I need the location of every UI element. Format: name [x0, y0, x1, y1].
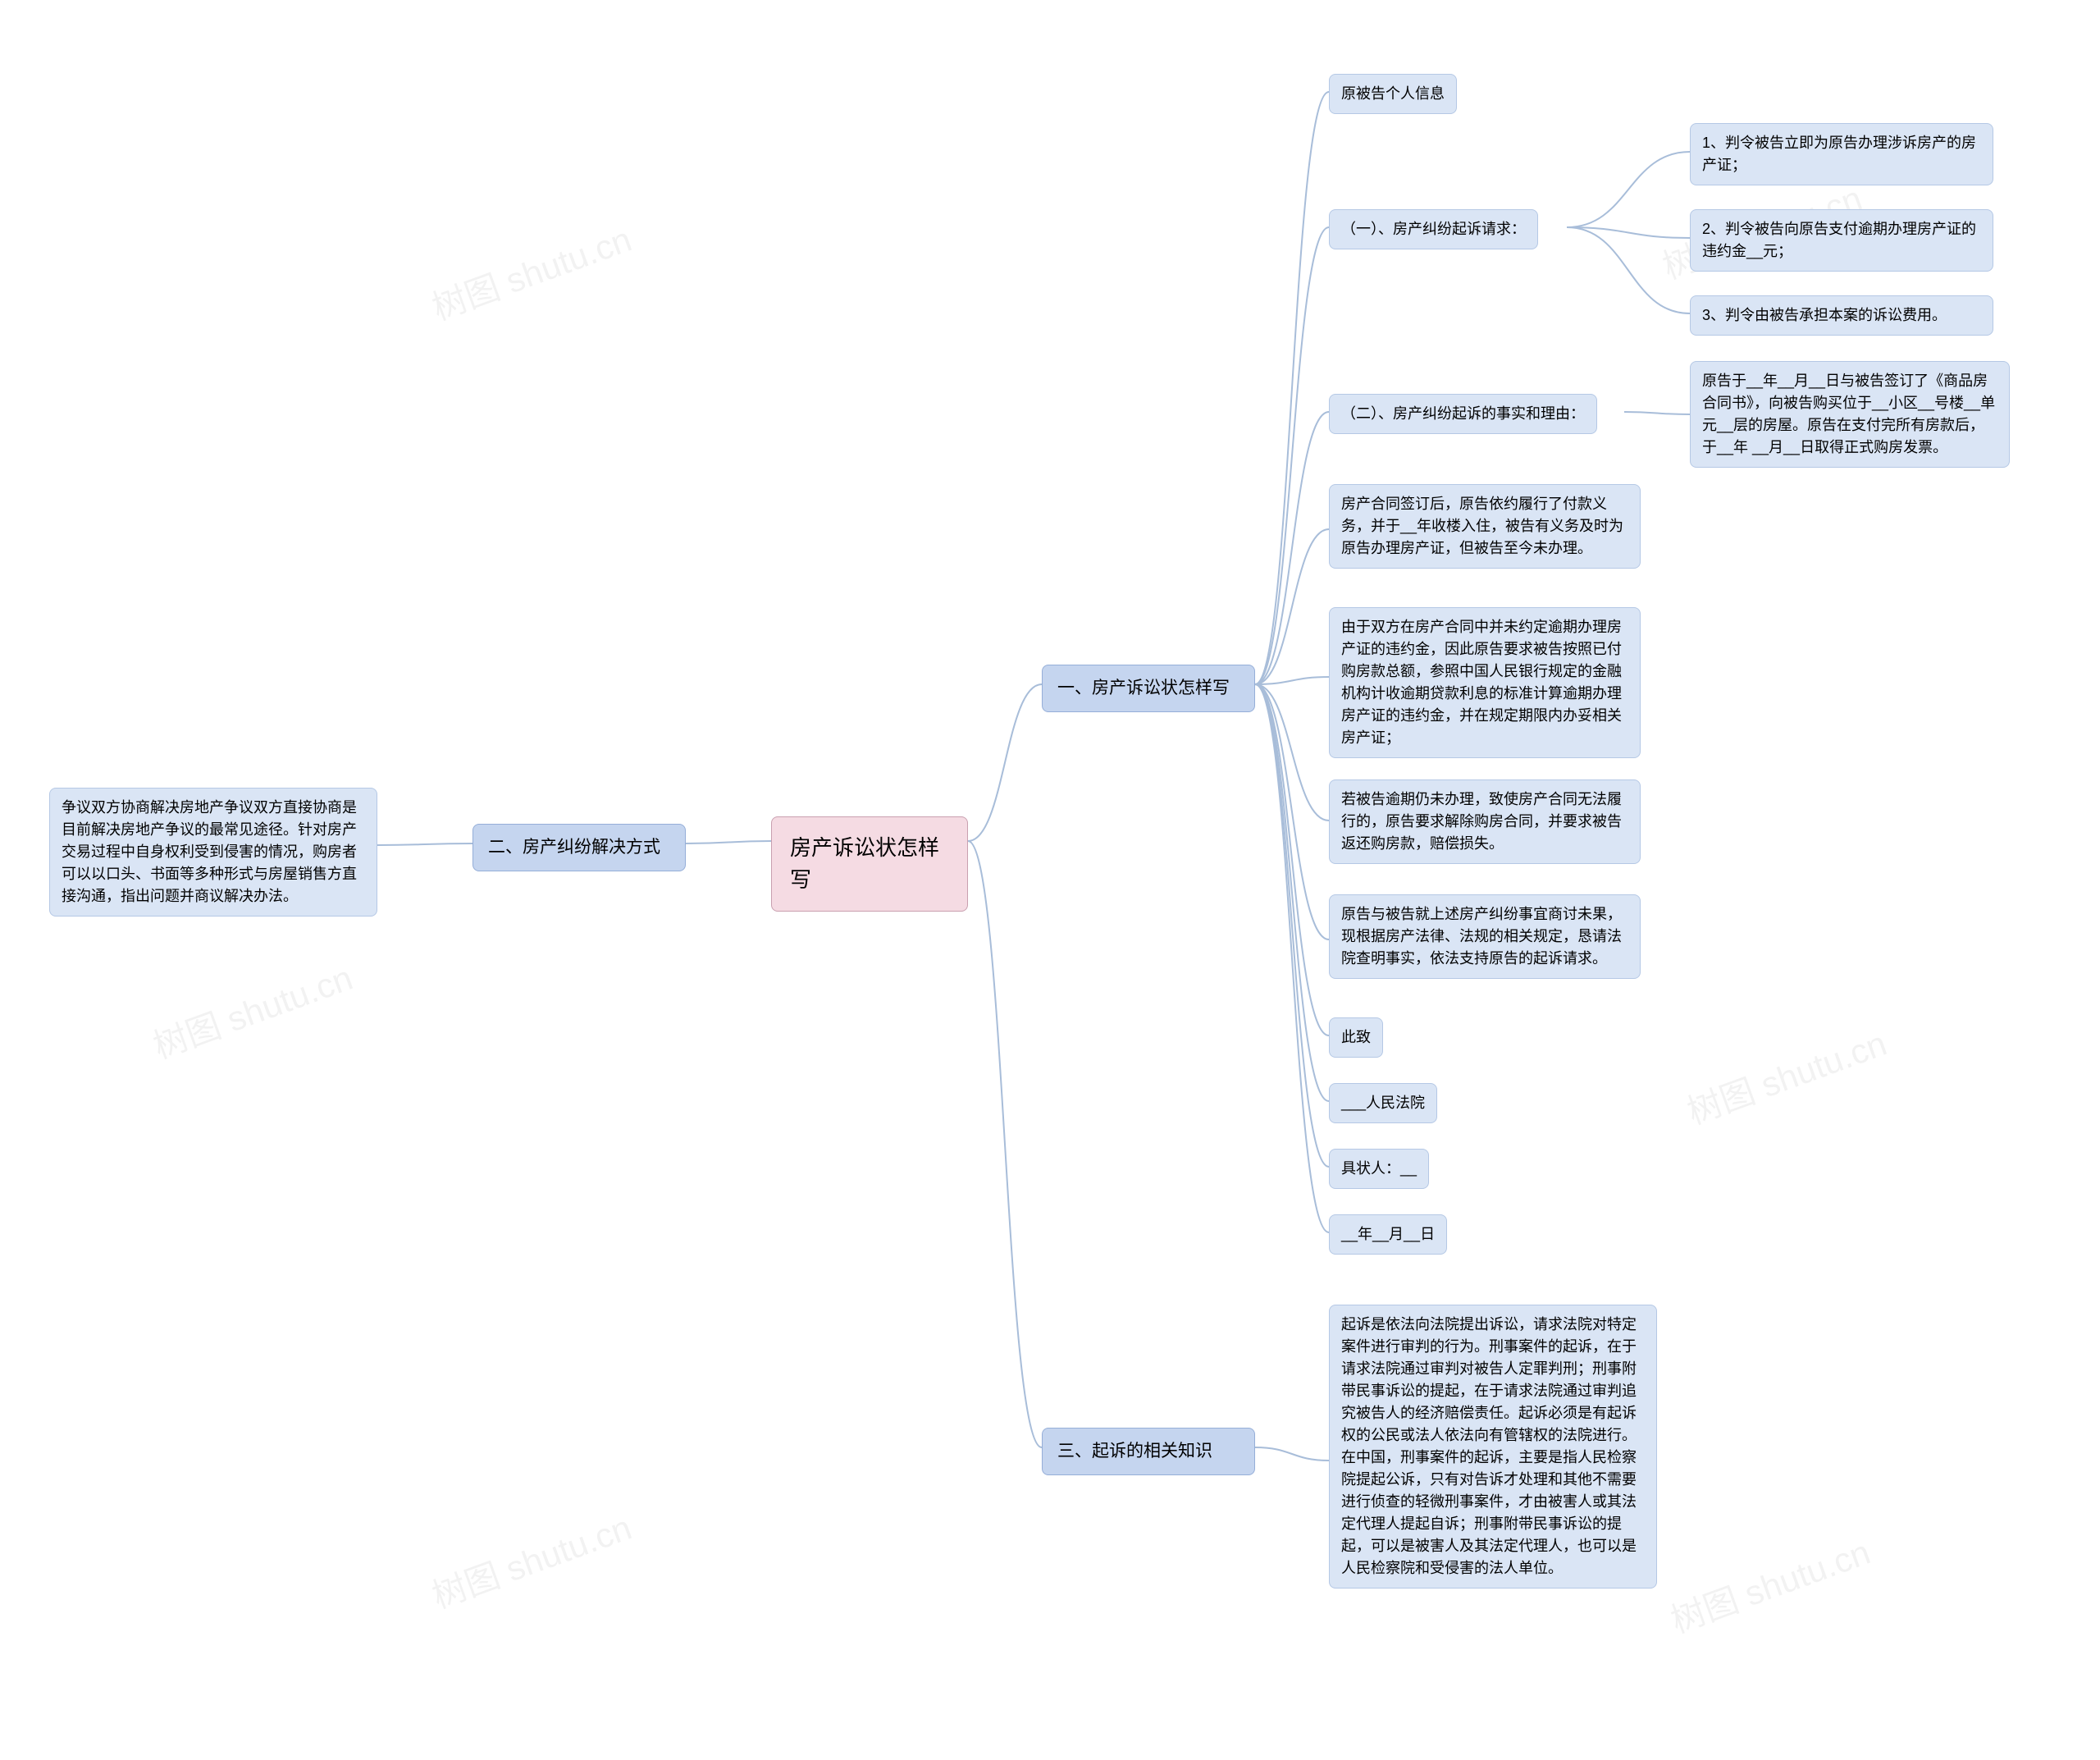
leaf-d3[interactable]: 3、判令由被告承担本案的诉讼费用。: [1690, 295, 1993, 336]
leaf-d2[interactable]: 2、判令被告向原告支付逾期办理房产证的违约金__元；: [1690, 209, 1993, 272]
leaf-c4-label: 房产合同签订后，原告依约履行了付款义务，并于__年收楼入住，被告有义务及时为原告…: [1341, 493, 1628, 560]
leaf-c10-label: 具状人：__: [1341, 1158, 1417, 1180]
leaf-c2[interactable]: （一）、房产纠纷起诉请求：: [1329, 209, 1538, 249]
leaf-d3-label: 3、判令由被告承担本案的诉讼费用。: [1702, 304, 1947, 327]
watermark: 树图 shutu.cn: [424, 212, 637, 330]
leaf-c9[interactable]: ___人民法院: [1329, 1083, 1437, 1123]
branch-2-label: 二、房产纠纷解决方式: [488, 834, 660, 861]
watermark: 树图 shutu.cn: [1679, 1016, 1892, 1134]
leaf-c4[interactable]: 房产合同签订后，原告依约履行了付款义务，并于__年收楼入住，被告有义务及时为原告…: [1329, 484, 1641, 569]
leaf-c8-label: 此致: [1341, 1026, 1371, 1049]
leaf-c1-label: 原被告个人信息: [1341, 83, 1445, 105]
leaf-c9-label: ___人民法院: [1341, 1092, 1425, 1114]
leaf-e1[interactable]: 原告于__年__月__日与被告签订了《商品房合同书》，向被告购买位于__小区__…: [1690, 361, 2010, 468]
leaf-c3[interactable]: （二）、房产纠纷起诉的事实和理由：: [1329, 394, 1597, 434]
leaf-c5[interactable]: 由于双方在房产合同中并未约定逾期办理房产证的违约金，因此原告要求被告按照已付购房…: [1329, 607, 1641, 758]
leaf-c7-label: 原告与被告就上述房产纠纷事宜商讨未果，现根据房产法律、法规的相关规定，恳请法院查…: [1341, 903, 1628, 970]
leaf-c8[interactable]: 此致: [1329, 1017, 1383, 1058]
branch-1-label: 一、房产诉讼状怎样写: [1057, 675, 1230, 702]
leaf-d1[interactable]: 1、判令被告立即为原告办理涉诉房产的房产证；: [1690, 123, 1993, 185]
leaf-c5-label: 由于双方在房产合同中并未约定逾期办理房产证的违约金，因此原告要求被告按照已付购房…: [1341, 616, 1628, 749]
leaf-f1-label: 争议双方协商解决房地产争议双方直接协商是目前解决房地产争议的最常见途径。针对房产…: [62, 797, 365, 907]
branch-3-label: 三、起诉的相关知识: [1057, 1438, 1212, 1465]
leaf-c6[interactable]: 若被告逾期仍未办理，致使房产合同无法履行的，原告要求解除购房合同，并要求被告返还…: [1329, 779, 1641, 864]
leaf-c1[interactable]: 原被告个人信息: [1329, 74, 1457, 114]
leaf-c3-label: （二）、房产纠纷起诉的事实和理由：: [1341, 403, 1585, 425]
mindmap-root[interactable]: 房产诉讼状怎样写: [771, 816, 968, 912]
leaf-c6-label: 若被告逾期仍未办理，致使房产合同无法履行的，原告要求解除购房合同，并要求被告返还…: [1341, 789, 1628, 855]
leaf-g1-label: 起诉是依法向法院提出诉讼，请求法院对特定案件进行审判的行为。刑事案件的起诉，在于…: [1341, 1314, 1645, 1579]
watermark: 树图 shutu.cn: [424, 1500, 637, 1618]
leaf-c11[interactable]: __年__月__日: [1329, 1214, 1447, 1255]
leaf-g1[interactable]: 起诉是依法向法院提出诉讼，请求法院对特定案件进行审判的行为。刑事案件的起诉，在于…: [1329, 1305, 1657, 1589]
leaf-d2-label: 2、判令被告向原告支付逾期办理房产证的违约金__元；: [1702, 218, 1981, 263]
watermark: 树图 shutu.cn: [145, 950, 358, 1068]
leaf-c2-label: （一）、房产纠纷起诉请求：: [1341, 218, 1526, 240]
leaf-f1[interactable]: 争议双方协商解决房地产争议双方直接协商是目前解决房地产争议的最常见途径。针对房产…: [49, 788, 377, 917]
leaf-d1-label: 1、判令被告立即为原告办理涉诉房产的房产证；: [1702, 132, 1981, 176]
branch-3[interactable]: 三、起诉的相关知识: [1042, 1428, 1255, 1475]
leaf-c7[interactable]: 原告与被告就上述房产纠纷事宜商讨未果，现根据房产法律、法规的相关规定，恳请法院查…: [1329, 894, 1641, 979]
leaf-e1-label: 原告于__年__月__日与被告签订了《商品房合同书》，向被告购买位于__小区__…: [1702, 370, 1997, 459]
watermark: 树图 shutu.cn: [1663, 1525, 1876, 1643]
branch-2[interactable]: 二、房产纠纷解决方式: [472, 824, 686, 871]
leaf-c10[interactable]: 具状人：__: [1329, 1149, 1429, 1189]
leaf-c11-label: __年__月__日: [1341, 1223, 1435, 1246]
branch-1[interactable]: 一、房产诉讼状怎样写: [1042, 665, 1255, 712]
root-label: 房产诉讼状怎样写: [790, 832, 949, 896]
